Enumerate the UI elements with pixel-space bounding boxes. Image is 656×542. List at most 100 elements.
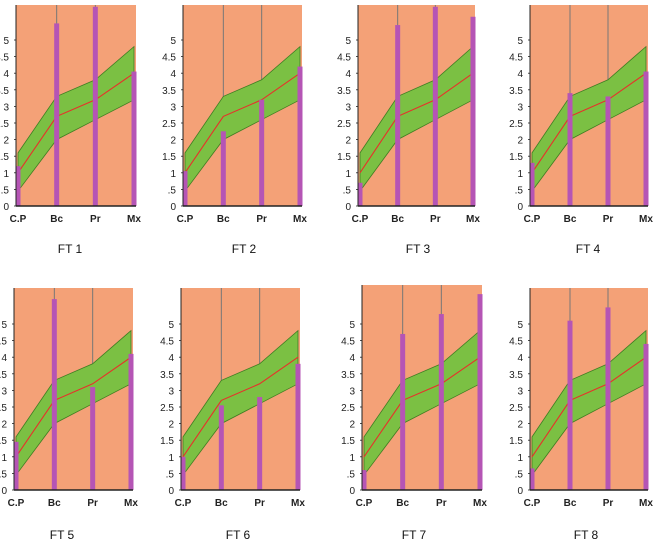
chart-ft8-category-label: C.P [524,498,541,509]
chart-ft3-ytick-label: 3 [345,102,351,113]
chart-ft8-bar-mx [643,343,649,490]
chart-ft4-ytick-label: 1 [517,169,523,180]
chart-ft2-ytick-label: 1 [170,169,176,180]
chart-ft4-ytick-label: 5 [517,36,523,47]
chart-ft5-bar-bc [51,299,57,490]
chart-ft5-ytick-label: .5 [0,469,7,480]
chart-ft3-midline [359,72,474,174]
chart-ft2-midline [184,72,301,174]
chart-ft8-bar-cp [529,468,535,490]
chart-ft1-category-label: Bc [50,214,63,225]
chart-ft4-ytick-label: 1.5 [509,152,523,163]
chart-ft3: 0 .5 1 1.5 2 2.5 3 3.5 4 4.5 5 C.P Bc Pr Mx [337,5,480,225]
chart-ft5-category-label: Mx [124,498,138,509]
chart-ft1-bar-mx [131,71,137,206]
chart-ft2-bar-cp [182,171,188,206]
chart-ft1-category-label: C.P [10,214,27,225]
chart-ft2-ytick-label: 3.5 [162,86,176,97]
chart-ft1-ytick-label: 0 [3,202,9,213]
chart-ft3-ytick-label: 2.5 [337,119,351,130]
chart-ft4-bar-pr [605,96,611,206]
chart-ft8-ytick-label: 4.5 [509,337,523,348]
chart-ft7-midline [363,356,481,458]
chart-ft6-ytick-label: 4 [168,353,174,364]
chart-ft2-category-label: Pr [256,214,267,225]
chart-ft3-ytick-label: .5 [343,185,352,196]
chart-ft4-ytick-label: 3.5 [509,86,523,97]
chart-ft6-category-label: Mx [291,498,305,509]
chart-ft1-ytick-label: .5 [1,185,10,196]
chart-ft8-ytick-label: 2 [517,420,523,431]
chart-ft7-bar-cp [361,470,367,490]
chart-ft7: 0 .5 1 1.5 2 2.5 3 3.5 4 4.5 5 C.P Bc Pr Mx [341,285,487,509]
chart-ft7-ytick-label: 1.5 [341,436,355,447]
chart-ft8: 0 .5 1 1.5 2 2.5 3 3.5 4 4.5 5 C.P Bc Pr Mx [509,288,653,509]
chart-ft8-ytick-label: .5 [515,469,524,480]
chart-ft6-bar-mx [295,363,301,490]
chart-ft6-category-label: Pr [254,498,265,509]
chart-ft8-ytick-label: 2.5 [509,403,523,414]
chart-ft2-category-label: Mx [293,214,307,225]
chart-ft4-ytick-label: .5 [515,185,524,196]
chart-ft3-category-label: C.P [352,214,369,225]
chart-ft4-bar-bc [567,93,573,206]
chart-ft4: 0 .5 1 1.5 2 2.5 3 3.5 4 4.5 5 C.P Bc Pr Mx [509,5,653,225]
chart-ft3-ytick-label: 4 [345,69,351,80]
chart-ft6-ytick-label: 0 [168,486,174,497]
chart-ft5-ytick-label: 4.5 [0,337,7,348]
chart-ft6-ytick-label: 2.5 [160,403,174,414]
chart-title-ft4: FT 4 [575,242,601,256]
chart-ft6-ytick-label: 3.5 [160,370,174,381]
chart-ft6-bar-pr [257,397,263,490]
chart-ft8-category-label: Mx [639,498,653,509]
chart-ft3-ytick-label: 4.5 [337,53,351,64]
chart-ft1-ytick-label: 2.5 [0,119,9,130]
chart-ft2: 0 .5 1 1.5 2 2.5 3 3.5 4 4.5 5 C.P Bc Pr Mx [162,5,307,225]
chart-ft4-bar-mx [643,71,649,206]
chart-ft7-category-label: Bc [396,498,409,509]
chart-ft7-ytick-label: 3.5 [341,370,355,381]
chart-ft1-bar-cp [15,166,21,206]
chart-ft6-category-label: Bc [215,498,228,509]
chart-title-ft3: FT 3 [405,242,431,256]
chart-ft6-midline [182,356,299,458]
chart-ft4-midline [531,72,647,174]
chart-ft1-ytick-label: 3.5 [0,86,9,97]
chart-ft7-bar-bc [400,333,406,490]
chart-ft1-ytick-label: 4 [3,69,9,80]
chart-ft8-ytick-label: 1 [517,453,523,464]
chart-ft8-bar-pr [605,307,611,490]
chart-ft1-category-label: Mx [127,214,141,225]
chart-ft5-bar-cp [13,441,19,490]
chart-ft3-ytick-label: 0 [345,202,351,213]
chart-ft1-ytick-label: 2 [3,136,9,147]
chart-ft1-bar-pr [92,6,98,206]
chart-ft4-ytick-label: 3 [517,102,523,113]
chart-ft2-ytick-label: 4.5 [162,53,176,64]
chart-ft5-category-label: Pr [87,498,98,509]
chart-ft5-ytick-label: 2 [1,420,7,431]
chart-title-ft8: FT 8 [573,528,599,542]
chart-ft3-ytick-label: 3.5 [337,86,351,97]
chart-ft3-ytick-label: 1.5 [337,152,351,163]
chart-title-ft5: FT 5 [49,528,75,542]
chart-ft4-ytick-label: 4.5 [509,53,523,64]
chart-ft8-ytick-label: 5 [517,320,523,331]
chart-ft5-ytick-label: 3 [1,386,7,397]
chart-ft6-ytick-label: 4.5 [160,337,174,348]
chart-ft2-ytick-label: 0 [170,202,176,213]
chart-ft6-bar-cp [180,456,186,490]
chart-ft5-ytick-label: 2.5 [0,403,7,414]
chart-title-ft7: FT 7 [401,528,427,542]
chart-ft1-ytick-label: 4.5 [0,53,9,64]
chart-ft2-ytick-label: .5 [168,185,177,196]
chart-ft1-category-label: Pr [90,214,101,225]
chart-ft7-category-label: Mx [473,498,487,509]
chart-ft5: 0 .5 1 1.5 2 2.5 3 3.5 4 4.5 5 C.P Bc Pr Mx [0,288,138,509]
chart-ft2-ytick-label: 1.5 [162,152,176,163]
chart-ft7-ytick-label: 0 [349,486,355,497]
chart-ft1-bar-bc [54,23,60,207]
chart-ft4-ytick-label: 2 [517,136,523,147]
chart-ft8-category-label: Bc [564,498,577,509]
